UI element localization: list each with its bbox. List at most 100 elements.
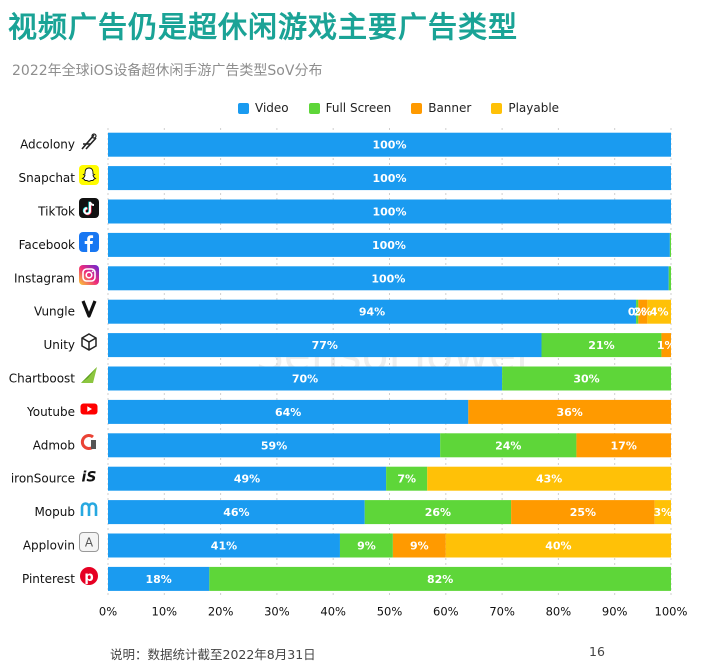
x-tick-label: 10% bbox=[152, 605, 178, 619]
data-label-tiktok-video: 100% bbox=[373, 206, 407, 219]
data-labels: 100% 100% 100% 100% 100% 94% 0%2%4% 77% 21% 1% 70%… bbox=[145, 139, 675, 586]
instagram-icon bbox=[79, 265, 99, 285]
bar-tiktok-video bbox=[108, 199, 671, 224]
data-label-applovin-playable: 40% bbox=[545, 540, 571, 553]
legend-item-playable: Playable bbox=[491, 101, 559, 115]
bar-unity-full-screen bbox=[541, 333, 662, 358]
bar-instagram-full-screen bbox=[668, 266, 671, 291]
data-label-unity-video: 77% bbox=[312, 339, 338, 352]
data-label-mopub-playable: 3% bbox=[653, 506, 672, 519]
svg-text:p: p bbox=[84, 570, 93, 585]
category-label-adcolony: Adcolony bbox=[20, 138, 75, 152]
data-label-applovin-banner: 9% bbox=[410, 540, 429, 553]
legend-label-full-screen: Full Screen bbox=[325, 101, 392, 115]
legend-swatch-full-screen bbox=[308, 102, 320, 114]
bar-applovin-playable bbox=[445, 533, 671, 558]
data-label-applovin-video: 41% bbox=[211, 540, 237, 553]
x-axis-ticks: 0% 10% 20% 30% 40% 50% 60% 70% 80% 90% 100% bbox=[99, 605, 688, 619]
category-label-tiktok: TikTok bbox=[37, 205, 75, 219]
legend-item-banner: Banner bbox=[411, 101, 471, 115]
legend-swatch-playable bbox=[491, 102, 503, 114]
bar-adcolony-video bbox=[108, 132, 671, 157]
data-label-ironsource-full-screen: 7% bbox=[397, 473, 416, 486]
data-label-mopub-video: 46% bbox=[223, 506, 249, 519]
bar-vungle-playable bbox=[647, 299, 671, 324]
x-tick-label: 100% bbox=[655, 605, 688, 619]
mopub-icon bbox=[79, 499, 99, 519]
legend-label-banner: Banner bbox=[428, 101, 472, 115]
bar-unity-banner bbox=[661, 333, 671, 358]
bar-pinterest-full-screen bbox=[209, 566, 671, 591]
legend-label-playable: Playable bbox=[508, 101, 560, 115]
chart-legend: Video Full Screen Banner Playable bbox=[238, 100, 579, 116]
data-label-unity-banner: 1% bbox=[657, 339, 676, 352]
category-label-youtube: Youtube bbox=[26, 405, 75, 419]
data-label-admob-video: 59% bbox=[261, 439, 287, 452]
bar-mopub-full-screen bbox=[364, 500, 512, 525]
bar-admob-video bbox=[108, 433, 441, 458]
data-label-youtube-video: 64% bbox=[275, 406, 301, 419]
legend-label-video: Video bbox=[255, 101, 289, 115]
page-number: 16 bbox=[589, 644, 605, 659]
facebook-icon bbox=[79, 232, 99, 252]
legend-item-video: Video bbox=[238, 101, 289, 115]
legend-swatch-banner bbox=[411, 102, 423, 114]
page-subtitle: 2022年全球iOS设备超休闲手游广告类型SoV分布 bbox=[12, 63, 323, 79]
x-tick-label: 50% bbox=[377, 605, 403, 619]
bar-facebook-full-screen bbox=[669, 232, 671, 257]
bar-applovin-video bbox=[108, 533, 340, 558]
data-label-ironsource-video: 49% bbox=[234, 473, 260, 486]
legend-swatch-video bbox=[238, 102, 249, 114]
vungle-icon bbox=[79, 298, 99, 318]
category-label-chartboost: Chartboost bbox=[9, 372, 76, 386]
bar-snapchat-video bbox=[108, 166, 671, 191]
bar-unity-video bbox=[108, 333, 542, 358]
pinterest-icon: p bbox=[79, 566, 99, 586]
data-label-youtube-banner: 36% bbox=[556, 406, 582, 419]
data-label-vungle-playable: 4% bbox=[650, 306, 669, 319]
page-title: 视频广告仍是超休闲游戏主要广告类型 bbox=[8, 10, 519, 44]
data-label-admob-banner: 17% bbox=[611, 439, 637, 452]
x-tick-label: 70% bbox=[489, 605, 515, 619]
bar-ironsource-full-screen bbox=[386, 466, 428, 491]
data-label-snapchat-video: 100% bbox=[373, 172, 407, 185]
data-label-vungle-banner: 2% bbox=[634, 306, 653, 319]
category-label-vungle: Vungle bbox=[34, 305, 75, 319]
bar-ironsource-video bbox=[108, 466, 387, 491]
bar-applovin-banner bbox=[392, 533, 446, 558]
svg-text:iS: iS bbox=[82, 470, 97, 486]
data-label-mopub-full-screen: 26% bbox=[425, 506, 451, 519]
data-label-applovin-full-screen: 9% bbox=[357, 540, 376, 553]
category-label-unity: Unity bbox=[43, 338, 75, 352]
snapchat-icon bbox=[79, 165, 99, 185]
x-tick-label: 20% bbox=[208, 605, 234, 619]
unity-icon bbox=[79, 332, 99, 352]
bar-mopub-video bbox=[108, 500, 365, 525]
data-label-chartboost-full-screen: 30% bbox=[573, 373, 599, 386]
x-tick-label: 80% bbox=[546, 605, 572, 619]
x-tick-label: 0% bbox=[99, 605, 117, 619]
category-label-mopub: Mopub bbox=[34, 505, 75, 519]
bar-vungle-banner bbox=[638, 299, 648, 324]
category-label-facebook: Facebook bbox=[19, 238, 75, 252]
category-label-admob: Admob bbox=[33, 438, 75, 452]
bar-applovin-full-screen bbox=[339, 533, 393, 558]
data-label-facebook-video: 100% bbox=[372, 239, 406, 252]
bar-instagram-video bbox=[108, 266, 669, 291]
bar-chartboost-video bbox=[108, 366, 503, 391]
bar-mopub-playable bbox=[654, 500, 671, 525]
data-label-pinterest-video: 18% bbox=[145, 573, 171, 586]
bar-youtube-video bbox=[108, 399, 469, 424]
data-label-adcolony-video: 100% bbox=[373, 139, 407, 152]
category-labels: Adcolony Snapchat TikTok Facebook Instagram V… bbox=[9, 138, 76, 586]
data-label-mopub-banner: 25% bbox=[570, 506, 596, 519]
category-label-instagram: Instagram bbox=[14, 271, 75, 285]
data-label-vungle-full-screen: 0% bbox=[628, 306, 647, 319]
data-label-vungle-video: 94% bbox=[359, 306, 385, 319]
x-tick-label: 60% bbox=[433, 605, 459, 619]
data-label-pinterest-full-screen: 82% bbox=[427, 573, 453, 586]
bar-vungle-full-screen bbox=[636, 299, 639, 324]
category-label-pinterest: Pinterest bbox=[22, 572, 75, 586]
tiktok-icon bbox=[79, 198, 99, 218]
